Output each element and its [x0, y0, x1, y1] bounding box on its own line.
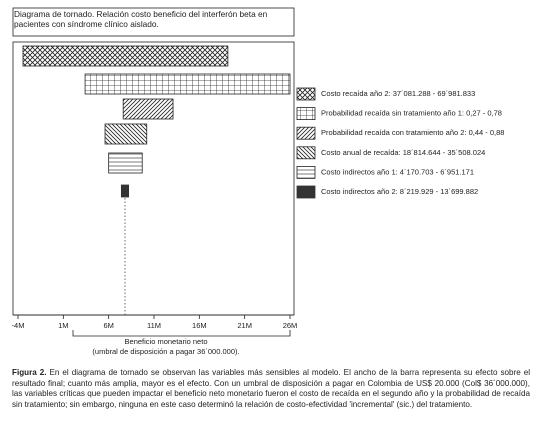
legend-label: Costo indirectos año 2: 8´219.929 - 13´6…	[321, 187, 478, 196]
bar	[122, 98, 174, 120]
x-tick-label: 26M	[283, 321, 298, 330]
legend-label: Costo recaída año 2: 37´081.288 - 69´981…	[321, 89, 475, 98]
legend-swatch	[296, 87, 316, 101]
caption: Figura 2. En el diagrama de tornado se o…	[12, 368, 530, 410]
x-tick-label: 11M	[147, 321, 161, 330]
bar	[22, 45, 229, 67]
bar	[108, 152, 143, 174]
legend-swatch	[296, 146, 316, 160]
legend-label: Costo indirectos año 1: 4´170.703 - 6´95…	[321, 167, 474, 176]
legend-swatch	[296, 126, 316, 140]
x-tick-label: 6M	[103, 321, 113, 330]
bar	[104, 123, 148, 145]
legend-swatch	[296, 165, 316, 179]
x-tick-label: 16M	[192, 321, 207, 330]
caption-text: En el diagrama de tornado se observan la…	[12, 368, 531, 409]
legend-swatch	[296, 185, 316, 199]
x-tick-label: 1M	[58, 321, 68, 330]
axis-bracket	[72, 330, 291, 337]
legend-label: Probabilidad recaída con tratamiento año…	[321, 128, 504, 137]
x-tick-label: -4M	[12, 321, 25, 330]
x-tick-label: 21M	[237, 321, 252, 330]
x-axis-label: Beneficio monetario neto	[125, 337, 208, 346]
legend-label: Costo anual de recaída: 18´814.644 - 35´…	[321, 148, 485, 157]
x-axis-label: (umbral de disposición a pagar 36´000.00…	[92, 347, 239, 356]
bar	[84, 73, 291, 95]
title-box	[12, 7, 295, 37]
legend-swatch	[296, 107, 316, 120]
bar	[120, 184, 130, 198]
legend-label: Probabilidad recaída sin tratamiento año…	[321, 109, 502, 118]
chart-title: Diagrama de tornado. Relación costo bene…	[14, 9, 268, 29]
caption-label: Figura 2.	[12, 368, 47, 377]
